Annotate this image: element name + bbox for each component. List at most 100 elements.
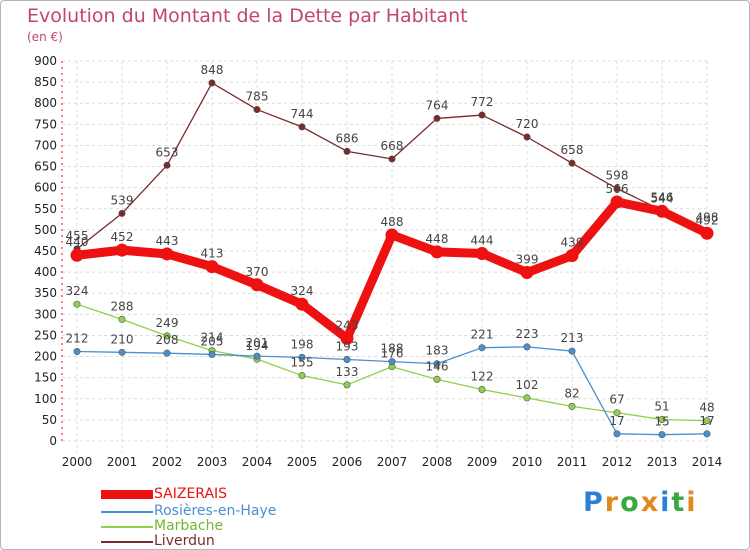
data-point-marbache (568, 402, 576, 410)
data-point-rosieres-en-haye (433, 360, 441, 368)
data-label-saizerais: 452 (111, 230, 134, 244)
y-tick-label: 500 (34, 223, 57, 237)
logo-letter: o (620, 487, 641, 518)
data-label-marbache: 51 (654, 399, 669, 413)
x-tick-label: 2005 (287, 455, 318, 469)
data-label-saizerais: 566 (606, 182, 629, 196)
data-point-marbache (298, 372, 306, 380)
data-point-liverdun (343, 147, 351, 155)
data-label-rosieres-en-haye: 198 (291, 337, 314, 351)
data-point-saizerais (655, 204, 669, 218)
data-label-rosieres-en-haye: 183 (426, 344, 449, 358)
x-tick-label: 2002 (152, 455, 183, 469)
data-label-marbache: 146 (426, 359, 449, 373)
legend-label-marbache: Marbache (154, 518, 224, 534)
y-tick-label: 750 (34, 117, 57, 131)
legend-swatch-liverdun (101, 541, 153, 543)
data-label-liverdun: 668 (381, 139, 404, 153)
data-label-saizerais: 488 (381, 215, 404, 229)
data-point-saizerais (340, 331, 354, 345)
data-label-liverdun: 658 (561, 143, 584, 157)
data-label-saizerais: 440 (66, 235, 89, 249)
y-tick-label: 550 (34, 202, 57, 216)
data-point-marbache (433, 375, 441, 383)
y-tick-label: 650 (34, 160, 57, 174)
chart-axes: 0 50 100 150 200 250 300 350 400 450 500 550 600 650 7… (34, 54, 722, 469)
data-label-liverdun: 539 (111, 193, 134, 207)
data-label-liverdun: 764 (426, 98, 449, 112)
legend-swatch-rosieres-en-haye (101, 511, 153, 513)
data-label-saizerais: 413 (201, 247, 224, 261)
data-label-liverdun: 744 (291, 107, 314, 121)
x-tick-label: 2014 (692, 455, 723, 469)
data-label-rosieres-en-haye: 17 (699, 414, 714, 428)
proxiti-logo: Proxiti (583, 487, 698, 518)
data-label-saizerais: 370 (246, 265, 269, 279)
data-point-saizerais (610, 195, 624, 209)
x-tick-label: 2009 (467, 455, 498, 469)
data-point-liverdun (298, 123, 306, 131)
data-point-rosieres-en-haye (523, 343, 531, 351)
data-point-liverdun (613, 185, 621, 193)
data-point-saizerais (565, 249, 579, 263)
x-tick-label: 2006 (332, 455, 363, 469)
y-tick-label: 0 (49, 434, 57, 448)
data-label-saizerais: 439 (561, 236, 584, 250)
data-point-marbache (163, 332, 171, 340)
logo-letter: r (604, 487, 621, 518)
x-tick-label: 2011 (557, 455, 588, 469)
legend-label-liverdun: Liverdun (154, 533, 215, 549)
data-label-marbache: 324 (66, 284, 89, 298)
data-label-liverdun: 686 (336, 131, 359, 145)
data-label-marbache: 155 (291, 356, 314, 370)
data-point-saizerais (475, 247, 489, 261)
logo-letter: i (660, 487, 672, 518)
legend-label-saizerais: SAIZERAIS (154, 486, 228, 502)
data-point-liverdun (433, 114, 441, 122)
y-tick-label: 850 (34, 75, 57, 89)
x-tick-label: 2007 (377, 455, 408, 469)
data-label-liverdun: 848 (201, 63, 224, 77)
y-tick-label: 200 (34, 350, 57, 364)
data-label-rosieres-en-haye: 208 (156, 333, 179, 347)
logo-letter: t (671, 487, 687, 518)
y-tick-label: 900 (34, 54, 57, 68)
data-label-liverdun: 455 (66, 229, 89, 243)
logo-letter: i (686, 487, 698, 518)
data-point-rosieres-en-haye (568, 347, 576, 355)
data-label-saizerais: 444 (471, 234, 494, 248)
data-point-rosieres-en-haye (253, 352, 261, 360)
data-point-saizerais (115, 243, 129, 257)
data-point-liverdun (118, 209, 126, 217)
y-tick-label: 400 (34, 265, 57, 279)
y-tick-label: 600 (34, 181, 57, 195)
data-label-rosieres-en-haye: 201 (246, 336, 269, 350)
logo-letter: P (583, 487, 605, 518)
data-label-rosieres-en-haye: 210 (111, 332, 134, 346)
data-label-rosieres-en-haye: 17 (609, 414, 624, 428)
data-point-rosieres-en-haye (163, 349, 171, 357)
legend-swatch-saizerais (101, 490, 153, 499)
data-label-marbache: 133 (336, 365, 359, 379)
data-point-saizerais (520, 266, 534, 280)
data-label-liverdun: 720 (516, 117, 539, 131)
data-point-rosieres-en-haye (118, 348, 126, 356)
data-label-marbache: 102 (516, 378, 539, 392)
data-label-rosieres-en-haye: 193 (336, 340, 359, 354)
data-point-saizerais (295, 297, 309, 311)
data-point-liverdun (523, 133, 531, 141)
data-point-rosieres-en-haye (73, 347, 81, 355)
data-point-marbache (613, 409, 621, 417)
data-label-liverdun: 653 (156, 145, 179, 159)
data-point-liverdun (388, 155, 396, 163)
data-label-saizerais: 448 (426, 232, 449, 246)
data-point-liverdun (568, 159, 576, 167)
data-point-saizerais (160, 247, 174, 261)
data-label-marbache: 122 (471, 369, 494, 383)
data-point-saizerais (250, 278, 264, 292)
data-point-marbache (703, 417, 711, 425)
data-label-saizerais: 324 (291, 284, 314, 298)
logo-letter: x (640, 487, 661, 518)
data-label-saizerais: 243 (336, 318, 359, 332)
